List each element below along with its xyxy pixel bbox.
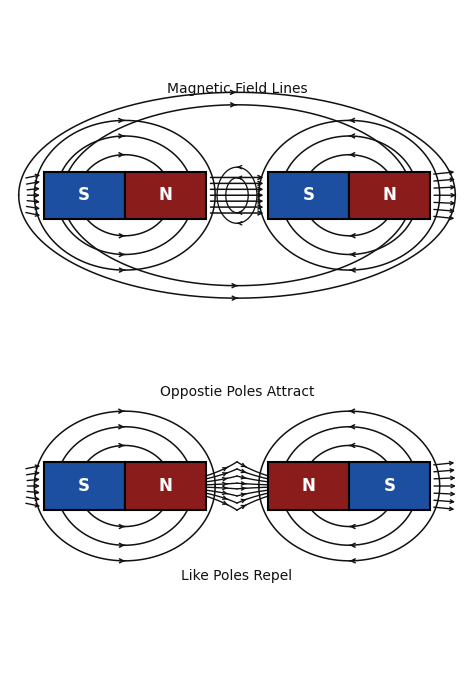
- Text: N: N: [158, 186, 172, 205]
- Bar: [125, 462, 206, 510]
- Text: S: S: [78, 186, 90, 205]
- Text: N: N: [383, 186, 397, 205]
- Text: S: S: [384, 477, 396, 495]
- Bar: [349, 462, 430, 510]
- Bar: [125, 171, 206, 219]
- Text: N: N: [158, 477, 172, 495]
- Text: alamy: alamy: [28, 647, 89, 665]
- Text: Magnetic Field Lines: Magnetic Field Lines: [167, 82, 307, 96]
- Text: Oppostie Poles Attract: Oppostie Poles Attract: [160, 385, 314, 399]
- Bar: [349, 171, 430, 219]
- Text: Like Poles Repel: Like Poles Repel: [182, 568, 292, 583]
- Bar: [268, 462, 349, 510]
- Bar: [268, 171, 349, 219]
- Bar: [44, 462, 125, 510]
- Text: Image ID: G156MK
www.alamy.com: Image ID: G156MK www.alamy.com: [401, 651, 460, 661]
- Text: S: S: [78, 477, 90, 495]
- Text: N: N: [302, 477, 316, 495]
- Bar: [44, 171, 125, 219]
- Text: S: S: [303, 186, 315, 205]
